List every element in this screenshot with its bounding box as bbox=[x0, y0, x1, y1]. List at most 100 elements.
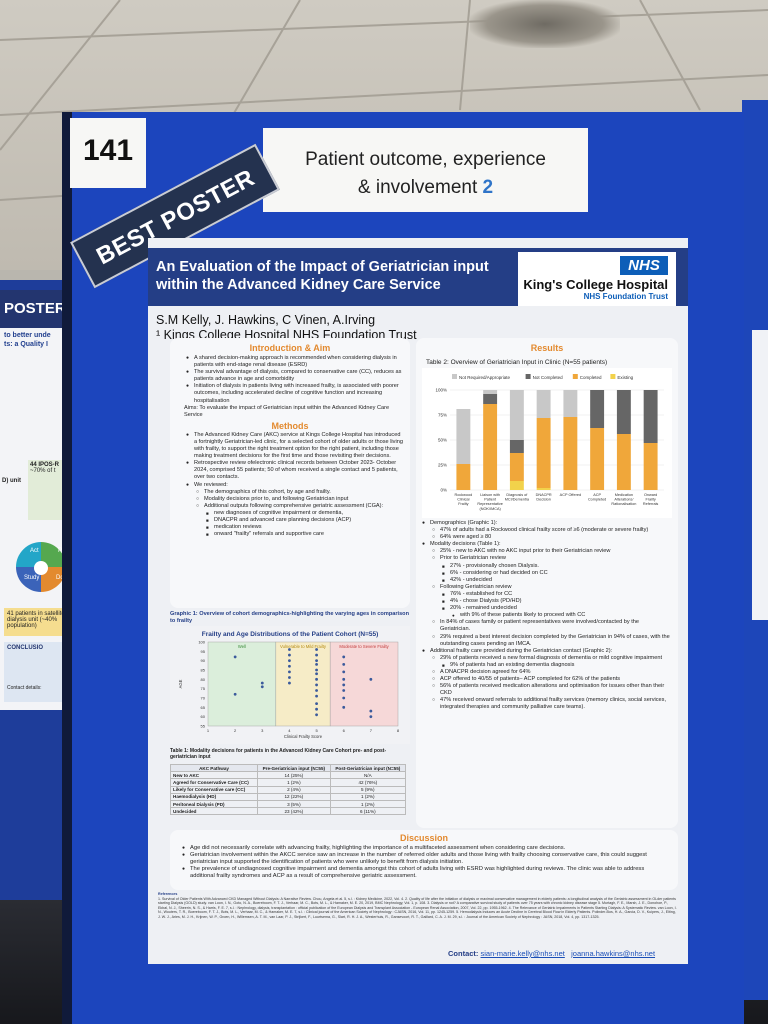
x-tick-label: 5 bbox=[315, 728, 318, 733]
x-tick-label: 2 bbox=[234, 728, 237, 733]
scatter-point bbox=[288, 681, 291, 685]
bar-segment bbox=[590, 390, 605, 428]
bar-segment bbox=[536, 418, 551, 488]
left-poster-do: Do bbox=[56, 575, 64, 581]
references: References 1. Survival of Older Patients… bbox=[158, 892, 678, 920]
results-subsubbullet: 20% - remained undecided bbox=[420, 605, 670, 612]
results-bullet: Modality decisions (Table 1): bbox=[420, 541, 670, 548]
x-tick-label: ACP bbox=[593, 493, 601, 497]
x-tick-label: 3 bbox=[261, 728, 264, 733]
bar-segment bbox=[643, 390, 658, 443]
left-poster-contact: Contact details: bbox=[7, 685, 42, 691]
nhs-logo: NHS bbox=[620, 256, 668, 275]
table1-caption: Table 1: Modality decisions for patients… bbox=[170, 748, 387, 760]
scatter-point bbox=[369, 715, 373, 719]
results-subbullet: In 84% of cases family or patient repres… bbox=[420, 619, 670, 633]
x-tick-label: Alterations/ bbox=[614, 498, 634, 502]
x-tick-label: Medication bbox=[615, 493, 633, 497]
methods-heading: Methods bbox=[271, 420, 309, 431]
scatter-point bbox=[288, 659, 291, 663]
table-cell: 23 (42%) bbox=[257, 807, 331, 816]
table-cell: 12 (22%) bbox=[257, 792, 331, 801]
aims-text: Aims: To evaluate the impact of Geriatri… bbox=[184, 404, 390, 418]
results-subbullet: 64% were aged ≥ 80 bbox=[420, 534, 670, 541]
chart-title: Frailty and Age Distributions of the Pat… bbox=[202, 631, 379, 638]
table-cell: 1 (2%) bbox=[329, 799, 407, 809]
scatter-point bbox=[315, 659, 318, 663]
x-tick-label: Rockwood bbox=[455, 493, 473, 497]
right-poster-edge bbox=[752, 330, 768, 620]
y-tick-label: 25% bbox=[438, 463, 447, 468]
table-header: Post-Geriatrician input (N=55) bbox=[329, 763, 407, 773]
methods-text: The Advanced Kidney Care (AKC) service a… bbox=[170, 431, 410, 539]
methods-subbullet: The demographics of this cohort, by age … bbox=[184, 489, 404, 496]
table-row: Haemodialysis (HD) 12 (22%) 1 (2%) bbox=[169, 792, 407, 801]
scatter-point bbox=[315, 702, 318, 705]
bar-segment bbox=[483, 394, 498, 404]
table-row: New to AKC 14 (25%) N/A bbox=[169, 771, 407, 780]
methods-subsubbullet: onward "frailty" referrals and supportiv… bbox=[184, 531, 404, 538]
scatter-point bbox=[233, 692, 237, 696]
bar-segment bbox=[536, 390, 551, 418]
bar-segment bbox=[483, 404, 498, 490]
scatter-point bbox=[288, 664, 291, 668]
discussion-bullet: The prevalence of undiagnosed cognitive … bbox=[180, 866, 670, 880]
x-tick-label: Frailty bbox=[458, 502, 468, 506]
methods-subbullet: Modality decisions prior to, and followi… bbox=[184, 496, 404, 503]
left-poster-stat2: ~70% of t bbox=[30, 468, 56, 474]
email-link[interactable]: joanna.hawkins@nhs.net bbox=[571, 949, 656, 958]
left-poster-study: Study bbox=[24, 575, 40, 581]
scatter-point bbox=[288, 676, 291, 679]
scatter-point bbox=[315, 668, 318, 672]
y-axis-label: AGE bbox=[178, 679, 183, 688]
y-tick-label: 85 bbox=[201, 668, 206, 673]
bar-segment bbox=[509, 440, 524, 453]
legend-label: Completed bbox=[580, 375, 602, 380]
x-tick-label: Completed bbox=[588, 498, 606, 502]
contact-label: Contact: bbox=[448, 949, 479, 958]
results-subbullet: Following Geriatrician review bbox=[420, 584, 670, 591]
table-row: Likely for Conservative care (CC) 2 (4%) 5… bbox=[169, 785, 407, 794]
x-tick-label: Liaison with bbox=[480, 493, 500, 497]
table-cell: Agreed for Conservative Care (CC) bbox=[169, 778, 259, 787]
intro-text: A shared decision-making approach is rec… bbox=[170, 353, 410, 419]
table-cell: 6 (11%) bbox=[329, 807, 407, 816]
scatter-point bbox=[315, 677, 318, 681]
intro-methods-panel: Introduction & Aim A shared decision-mak… bbox=[170, 338, 410, 608]
table-cell: Peritoneal Dialysis (PD) bbox=[169, 799, 259, 809]
author-list: S.M Kelly, J. Hawkins, C Vinen, A.Irving bbox=[156, 313, 376, 327]
legend-label: Not Completed bbox=[533, 375, 564, 380]
methods-subsubbullet: DNACPR and advanced care planning decisi… bbox=[184, 517, 404, 524]
table-cell: 5 (9%) bbox=[329, 785, 407, 794]
results-subsubbullet: 4% - chose Dialysis (PD/HD) bbox=[420, 598, 670, 605]
results-subbullet: Prior to Geriatrician review bbox=[420, 555, 670, 562]
bar-segment bbox=[456, 409, 471, 464]
left-poster-stat1: 44 IPOS-R bbox=[30, 462, 60, 468]
left-poster-subtitle: to better unde ts: a Quality I bbox=[4, 332, 51, 348]
scatter-point bbox=[288, 670, 291, 674]
x-tick-label: (NOK/IMCA) bbox=[479, 507, 501, 511]
scatter-point bbox=[233, 655, 237, 659]
left-poster-unit: D) unit bbox=[2, 478, 21, 484]
scatter-point bbox=[342, 663, 346, 666]
table-header: Pre-Geriatrician input (N=55) bbox=[257, 763, 331, 773]
table2-caption: Table 2: Overview of Geriatrician Input … bbox=[426, 359, 608, 366]
bar-segment bbox=[616, 434, 631, 490]
results-panel: Results Table 2: Overview of Geriatricia… bbox=[416, 338, 678, 828]
results-subsubbullet: 76% - established for CC bbox=[420, 591, 670, 598]
x-tick-label: DNACPR bbox=[536, 493, 552, 497]
y-tick-label: 100 bbox=[198, 640, 205, 645]
left-poster-act: Act bbox=[30, 548, 39, 554]
left-poster: POSTER to better unde ts: a Quality I 44… bbox=[0, 290, 72, 710]
table-cell: Likely for Conservative care (CC) bbox=[169, 785, 259, 794]
category-card: Patient outcome, experience & involvemen… bbox=[263, 128, 588, 212]
bar-segment bbox=[563, 417, 578, 490]
x-tick-label: Decision bbox=[536, 498, 551, 502]
intro-bullet: A shared decision-making approach is rec… bbox=[184, 355, 404, 369]
x-tick-label: Patient bbox=[484, 498, 497, 502]
results-bullet: Additional frailty care provided during … bbox=[420, 648, 670, 655]
email-link[interactable]: sian-marie.kelly@nhs.net bbox=[480, 949, 565, 958]
left-poster-sessions: 41 patients in satellite dialysis unit (… bbox=[4, 608, 68, 636]
x-tick-label: 6 bbox=[343, 728, 346, 733]
bar-segment bbox=[536, 488, 551, 490]
